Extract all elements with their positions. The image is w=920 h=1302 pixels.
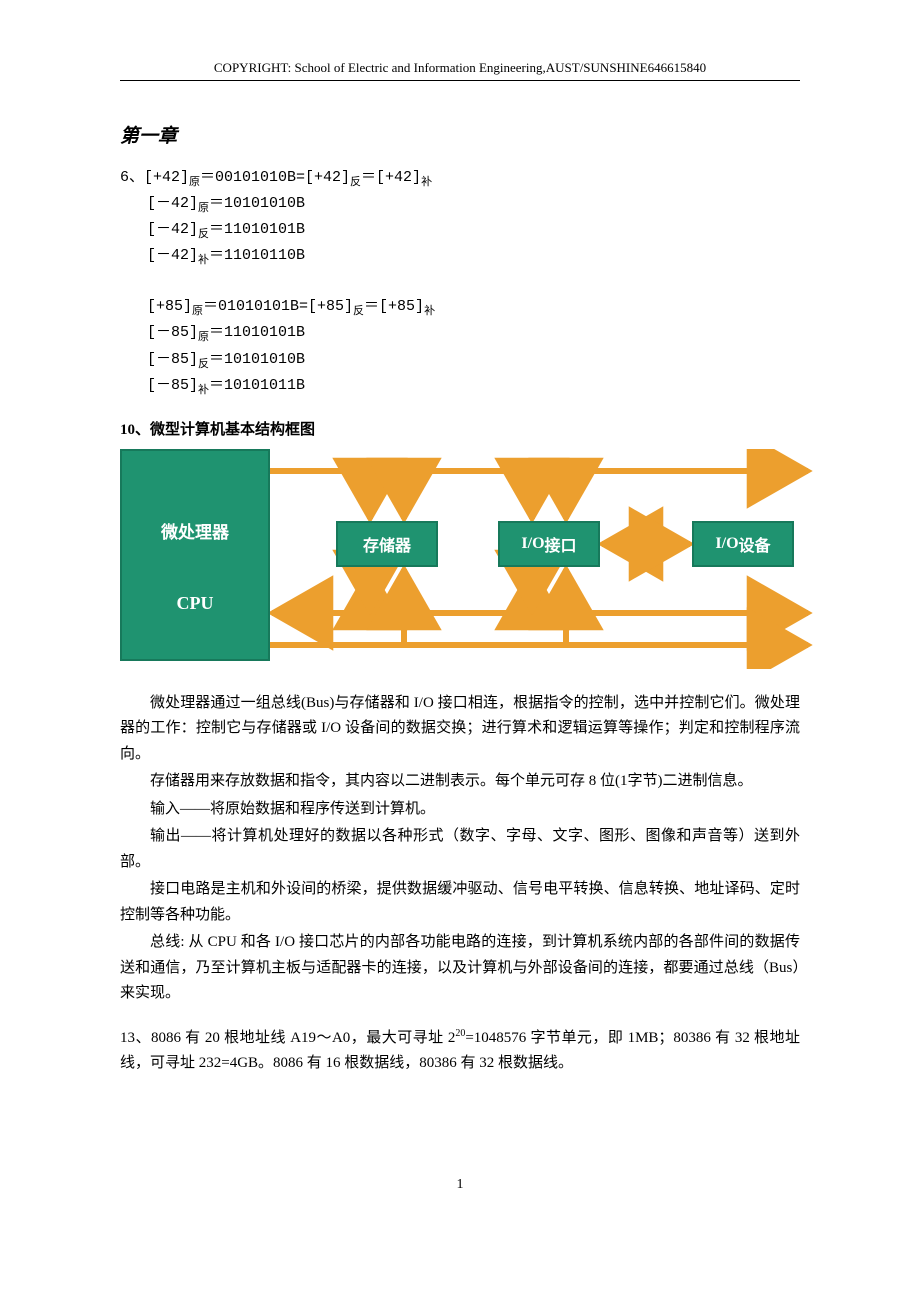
para-6: 总线: 从 CPU 和各 I/O 接口芯片的内部各功能电路的连接，到计算机系统内… bbox=[120, 930, 800, 1007]
q6-l7: [－85]反＝10101010B bbox=[120, 351, 305, 368]
chapter-title: 第一章 bbox=[120, 121, 800, 148]
q6-l1: [－42]原＝10101010B bbox=[120, 195, 305, 212]
q13-text: 13、8086 有 20 根地址线 A19～A0，最大可寻址 220=10485… bbox=[120, 1025, 800, 1077]
node-cpu-label2: CPU bbox=[177, 593, 214, 614]
q10-heading: 10、微型计算机基本结构框图 bbox=[120, 418, 800, 439]
architecture-diagram: 微处理器 CPU 存储器 I/O接口 I/O设备 bbox=[120, 449, 820, 669]
para-1: 微处理器通过一组总线(Bus)与存储器和 I/O 接口相连，根据指令的控制，选中… bbox=[120, 691, 800, 768]
node-io-device: I/O设备 bbox=[692, 521, 794, 567]
node-cpu: 微处理器 CPU bbox=[120, 449, 270, 661]
q6-code-block: 6、[+42]原＝00101010B=[+42]反＝[+42]补 [－42]原＝… bbox=[120, 166, 800, 400]
copyright-line: COPYRIGHT: School of Electric and Inform… bbox=[120, 60, 800, 81]
q6-l2: [－42]反＝11010101B bbox=[120, 221, 305, 238]
node-memory: 存储器 bbox=[336, 521, 438, 567]
q6-l5: [+85]原＝01010101B=[+85]反＝[+85]补 bbox=[120, 298, 435, 315]
node-io-interface: I/O接口 bbox=[498, 521, 600, 567]
para-2: 存储器用来存放数据和指令，其内容以二进制表示。每个单元可存 8 位(1字节)二进… bbox=[120, 769, 800, 795]
q6-l8: [－85]补＝10101011B bbox=[120, 377, 305, 394]
q6-l6: [－85]原＝11010101B bbox=[120, 324, 305, 341]
para-4: 输出——将计算机处理好的数据以各种形式（数字、字母、文字、图形、图像和声音等）送… bbox=[120, 824, 800, 875]
q13-before: 13、8086 有 20 根地址线 A19～A0，最大可寻址 2 bbox=[120, 1030, 455, 1046]
para-5: 接口电路是主机和外设间的桥梁，提供数据缓冲驱动、信号电平转换、信息转换、地址译码… bbox=[120, 877, 800, 928]
q6-l0: 6、[+42]原＝00101010B=[+42]反＝[+42]补 bbox=[120, 169, 432, 186]
para-3: 输入——将原始数据和程序传送到计算机。 bbox=[120, 797, 800, 823]
node-cpu-label1: 微处理器 bbox=[161, 518, 229, 543]
q13-sup: 20 bbox=[455, 1028, 465, 1039]
page-number: 1 bbox=[120, 1177, 800, 1193]
q6-l3: [－42]补＝11010110B bbox=[120, 247, 305, 264]
